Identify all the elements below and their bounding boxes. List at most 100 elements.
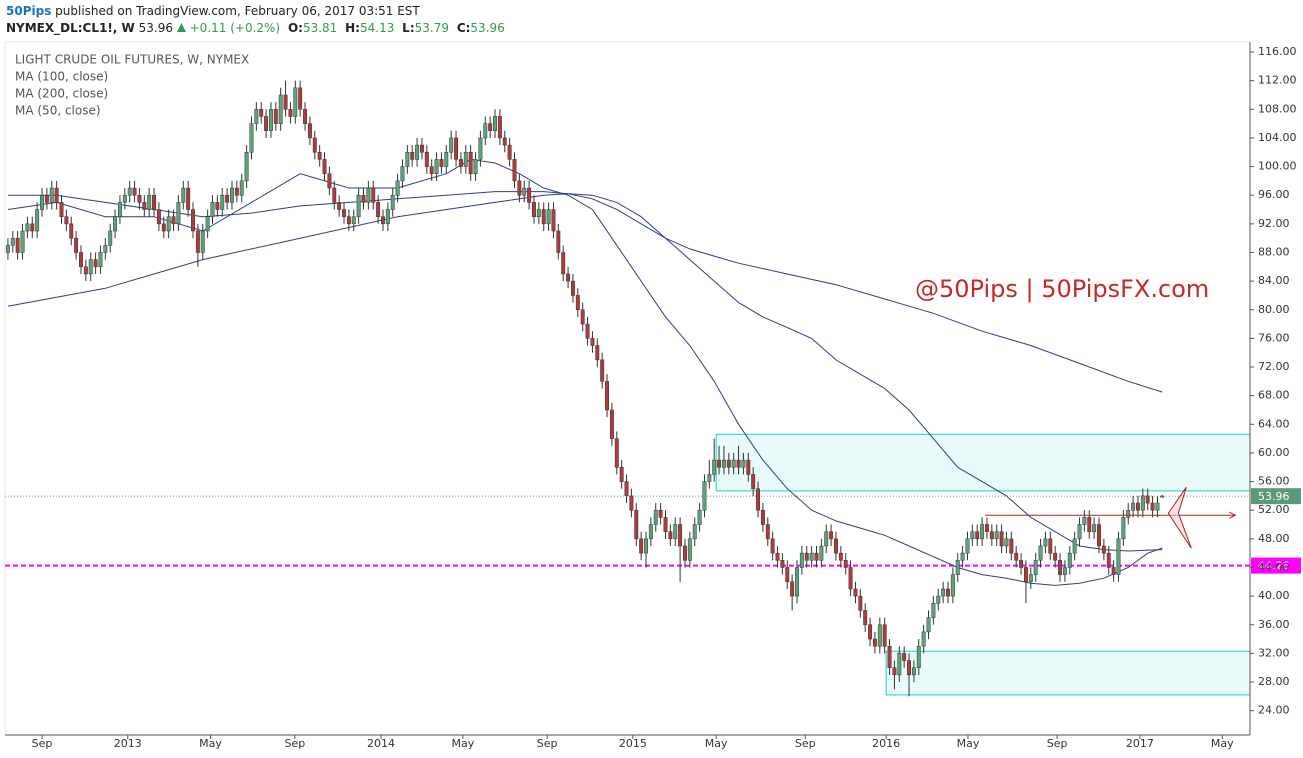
candle-body	[195, 230, 200, 253]
candle-body	[522, 187, 527, 196]
candle-body	[293, 87, 298, 117]
candle-body	[868, 624, 873, 640]
candle-body	[848, 567, 853, 590]
candle-body	[103, 245, 108, 253]
ohlc-label: C:	[456, 21, 471, 35]
price-label-bg	[1251, 488, 1301, 505]
y-tick-label: 80.00	[1258, 303, 1290, 316]
candle-body	[444, 152, 449, 167]
candle-body	[775, 552, 780, 561]
candle-body	[595, 345, 600, 361]
ohlc-value: 53.96	[470, 21, 505, 35]
candle-body	[955, 560, 960, 575]
candle-body	[765, 524, 770, 540]
change: +0.11 (+0.2%)	[189, 21, 281, 35]
candle-body	[5, 245, 10, 253]
candle-body	[234, 187, 239, 196]
candle-body	[960, 552, 965, 561]
candle-body	[536, 209, 541, 217]
candle-body	[936, 595, 941, 604]
candle-body	[15, 237, 20, 253]
candle-body	[1121, 517, 1126, 540]
candle-body	[79, 252, 83, 268]
candle-body	[1058, 560, 1062, 575]
candle-body	[449, 137, 454, 153]
candle-body	[546, 209, 551, 225]
up-arrow	[176, 23, 186, 32]
candle-body	[989, 531, 994, 540]
watermark: @50Pips | 50PipsFX.com	[915, 275, 1209, 303]
candle-body	[1097, 524, 1101, 547]
candle-body	[244, 152, 249, 182]
candle-body	[69, 223, 74, 239]
candle-body	[249, 123, 254, 153]
candle-body	[405, 152, 410, 167]
candle-body	[780, 560, 785, 568]
candle-body	[127, 187, 132, 196]
y-tick-label: 108.00	[1258, 102, 1297, 115]
candle-body	[1062, 567, 1067, 575]
candle-body	[493, 116, 497, 132]
candle-body	[853, 588, 858, 597]
candle-body	[200, 230, 205, 253]
candle-body	[1111, 567, 1116, 575]
candle-body	[580, 309, 585, 325]
header: 50Pips published on TradingView.com, Feb…	[6, 3, 505, 37]
x-tick-label: May	[451, 737, 474, 750]
candle-body	[385, 209, 390, 225]
candle-body	[424, 152, 429, 167]
candle-body	[1092, 524, 1097, 532]
candle-body	[1067, 552, 1072, 568]
candle-body	[186, 187, 191, 210]
candle-body	[770, 538, 775, 554]
candle-body	[113, 216, 118, 232]
candle-body	[215, 202, 220, 210]
candle-body	[697, 509, 702, 525]
candle-body	[658, 509, 663, 518]
candle-body	[1077, 524, 1082, 540]
candle-body	[897, 653, 902, 676]
candle-body	[371, 187, 376, 203]
x-tick-label: Sep	[1047, 737, 1068, 750]
candle-body	[176, 202, 181, 225]
candle-body	[527, 187, 532, 203]
y-tick-label: 44.00	[1258, 560, 1290, 573]
candle-body	[751, 474, 756, 489]
candle-body	[239, 180, 244, 196]
candle-body	[93, 259, 98, 268]
candle-body	[668, 531, 673, 540]
candle-body	[429, 166, 434, 174]
candle-body	[1131, 502, 1136, 511]
candle-body	[166, 216, 171, 232]
candle-body	[337, 202, 342, 210]
candle-body	[541, 209, 546, 225]
candle-body	[40, 194, 44, 210]
candle-body	[692, 524, 697, 540]
y-tick-label: 32.00	[1258, 646, 1290, 659]
candle-body	[902, 653, 907, 661]
candle-body	[965, 538, 970, 554]
y-tick-label: 88.00	[1258, 245, 1290, 258]
candle-body	[795, 567, 799, 597]
candle-body	[809, 552, 814, 561]
candle-body	[25, 223, 30, 232]
y-tick-label: 112.00	[1258, 74, 1297, 87]
y-tick-label: 24.00	[1258, 704, 1290, 717]
author[interactable]: 50Pips	[6, 4, 52, 18]
y-tick-label: 76.00	[1258, 331, 1290, 344]
candle-body	[736, 459, 741, 468]
candle-body	[975, 531, 980, 540]
candle-body	[746, 459, 751, 475]
candle-body	[819, 545, 824, 561]
candle-body	[122, 194, 127, 203]
x-tick-label: Sep	[284, 737, 305, 750]
candle-body	[756, 488, 760, 511]
candle-body	[838, 552, 843, 561]
candle-body	[317, 152, 322, 160]
candle-body	[760, 509, 765, 525]
ohlc-label: L:	[402, 21, 415, 35]
candle-body	[585, 323, 590, 339]
candle-body	[994, 531, 999, 540]
candle-body	[877, 624, 882, 647]
